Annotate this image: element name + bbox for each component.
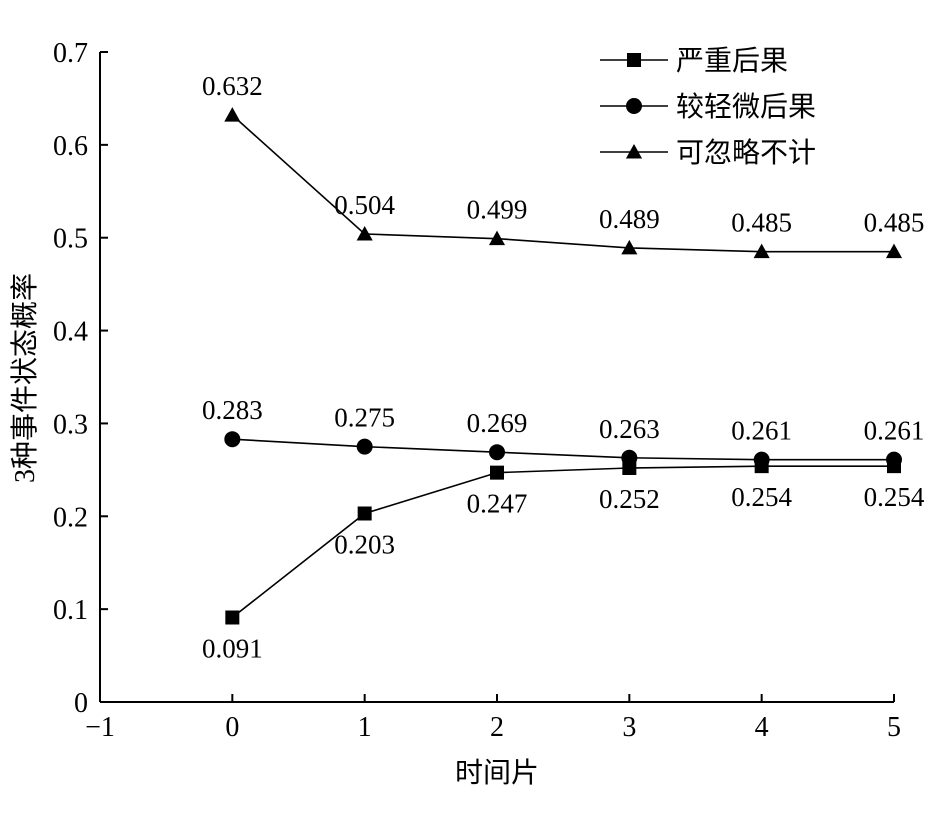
y-tick-label: 0.7: [53, 38, 88, 69]
series-line: [231, 114, 894, 253]
data-point: [753, 243, 770, 259]
legend-item: 可忽略不计: [600, 137, 816, 169]
x-tick-label: −1: [85, 712, 115, 743]
data-point: [357, 506, 372, 521]
x-axis-label: 时间片: [455, 757, 539, 789]
legend-marker: [625, 143, 643, 159]
data-point: [885, 243, 903, 259]
y-tick-label: 0.5: [53, 224, 88, 255]
data-point: [224, 431, 241, 448]
data-point: [225, 610, 240, 625]
data-point: [753, 451, 770, 468]
data-point: [621, 239, 638, 255]
series-triangle: 0.632 0.504 0.499 0.489 0.485 0.485: [202, 71, 925, 259]
data-label: 0.632: [202, 71, 263, 101]
data-point: [886, 451, 902, 468]
data-label: 0.269: [467, 408, 528, 438]
x-tick-label: 3: [622, 712, 636, 743]
data-point: [488, 230, 506, 246]
x-tick-label: 2: [490, 712, 504, 743]
data-label: 0.091: [202, 634, 263, 664]
x-tick-label: 1: [358, 712, 372, 743]
data-label: 0.485: [731, 208, 792, 238]
series-line: [231, 465, 894, 619]
series-layer: 0.091 0.203 0.247 0.252 0.254 0.254 0.283 0.275…: [202, 71, 925, 663]
legend-item: 严重后果: [600, 45, 788, 77]
data-label: 0.261: [731, 416, 792, 446]
data-point: [490, 465, 504, 480]
data-point: [489, 444, 505, 461]
data-label: 0.485: [864, 208, 925, 238]
y-tick-label: 0.2: [53, 502, 88, 533]
y-tick-label: 0.6: [53, 131, 88, 162]
data-label: 0.252: [599, 484, 660, 514]
data-label: 0.489: [599, 204, 660, 234]
data-label: 0.261: [864, 416, 925, 446]
legend-label: 严重后果: [676, 45, 788, 77]
data-point: [224, 107, 241, 122]
legend-label: 可忽略不计: [676, 137, 816, 169]
y-tick-label: 0.3: [53, 409, 88, 440]
legend-label: 较轻微后果: [676, 91, 816, 123]
legend-item: 较轻微后果: [600, 91, 816, 123]
data-label: 0.275: [334, 403, 395, 433]
series-square: 0.091 0.203 0.247 0.252 0.254 0.254: [202, 459, 925, 664]
data-label: 0.499: [467, 195, 528, 225]
x-tick-label: 4: [755, 712, 769, 743]
legend-marker: [627, 53, 641, 67]
y-tick-label: 0.4: [53, 317, 88, 348]
data-label: 0.263: [599, 414, 660, 444]
data-label: 0.247: [467, 489, 528, 519]
y-tick-label: 0: [74, 688, 88, 719]
data-point: [356, 438, 373, 455]
series-line: [232, 438, 894, 461]
y-tick-label: 0.1: [53, 595, 88, 626]
x-tick-label: 0: [225, 712, 239, 743]
data-point: [621, 449, 638, 466]
x-tick-label: 5: [887, 712, 901, 743]
y-axis-label: 3种事件状态概率: [9, 273, 41, 483]
data-point: [356, 225, 373, 241]
data-label: 0.254: [731, 482, 792, 512]
data-label: 0.504: [334, 190, 395, 220]
x-axis-ticks: −1 0 1 2 3 4 5: [85, 694, 901, 743]
y-axis-ticks: 0 0.1 0.2 0.3 0.4 0.5 0.6 0.7: [53, 38, 108, 719]
data-label: 0.203: [334, 530, 395, 560]
data-label: 0.254: [864, 482, 925, 512]
data-label: 0.283: [202, 395, 263, 425]
series-circle: 0.283 0.275 0.269 0.263 0.261 0.261: [202, 395, 925, 468]
legend-marker: [626, 98, 642, 114]
